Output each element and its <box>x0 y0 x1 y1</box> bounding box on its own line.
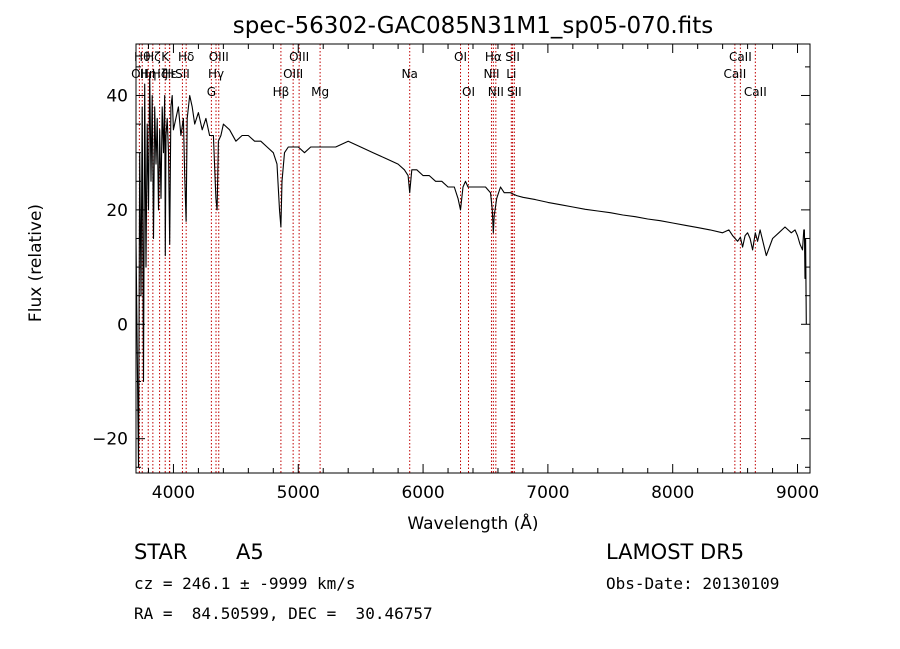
spectral-line-labels: OIIHθHηHζHζKHHεSIIHδGHγOIIIHβOIIIOIIIMgN… <box>131 50 767 99</box>
line-label-8: SII <box>175 67 190 81</box>
line-label-14: OIII <box>283 67 303 81</box>
line-label-25: SII <box>507 85 522 99</box>
y-tick-label-3: 40 <box>106 86 128 106</box>
x-tick-label-2: 6000 <box>401 483 444 503</box>
line-label-22: NII <box>488 85 504 99</box>
spectral-line-markers <box>138 44 756 473</box>
line-label-6: H <box>165 67 174 81</box>
line-label-2: Hη <box>140 67 157 81</box>
line-label-20: NII <box>483 67 499 81</box>
line-label-21: Hα <box>485 50 502 64</box>
coordinates-readout: RA = 84.50599, DEC = 30.46757 <box>134 604 433 623</box>
plot-frame <box>135 43 811 474</box>
x-tick-label-4: 8000 <box>651 483 694 503</box>
line-label-27: CaII <box>729 50 752 64</box>
x-tick-label-0: 4000 <box>152 483 195 503</box>
x-tick-label-5: 9000 <box>776 483 819 503</box>
y-tick-label-1: 0 <box>117 315 128 335</box>
line-label-15: OIII <box>289 50 309 64</box>
line-label-28: CaII <box>744 85 767 99</box>
line-label-19: OI <box>462 85 475 99</box>
y-axis-label: Flux (relative) <box>26 204 46 322</box>
line-label-4: Hζ <box>152 67 168 81</box>
y-tick-label-2: 20 <box>106 201 128 221</box>
line-label-24: SII <box>505 50 520 64</box>
line-label-16: Mg <box>311 85 329 99</box>
line-label-1: Hθ <box>134 50 150 64</box>
line-label-9: Hδ <box>178 50 194 64</box>
line-label-11: Hγ <box>208 67 224 81</box>
line-label-26: CaII <box>723 67 746 81</box>
line-label-7: Hε <box>162 67 178 81</box>
observation-date: Obs-Date: 20130109 <box>606 574 780 593</box>
redshift-readout: cz = 246.1 ± -9999 km/s <box>134 574 356 593</box>
line-label-12: OIII <box>209 50 229 64</box>
y-tick-label-0: −20 <box>92 430 128 450</box>
line-label-3: Hζ <box>145 50 161 64</box>
line-label-13: Hβ <box>273 85 290 99</box>
axes: 4000 5000 6000 7000 8000 9000 −20 0 20 40 <box>92 44 819 503</box>
object-subclass: A5 <box>236 540 264 564</box>
survey-name: LAMOST DR5 <box>606 540 745 564</box>
line-label-18: OI <box>454 50 467 64</box>
spectrum-line <box>135 72 807 468</box>
x-axis-label: Wavelength (Å) <box>407 512 538 534</box>
line-label-23: Li <box>506 67 516 81</box>
x-tick-label-1: 5000 <box>277 483 320 503</box>
line-label-10: G <box>207 85 216 99</box>
line-label-0: OII <box>131 67 148 81</box>
line-label-5: K <box>161 50 170 64</box>
line-label-17: Na <box>402 67 418 81</box>
chart-title: spec-56302-GAC085N31M1_sp05-070.fits <box>233 13 713 39</box>
object-class: STAR <box>134 540 188 564</box>
x-tick-label-3: 7000 <box>526 483 569 503</box>
